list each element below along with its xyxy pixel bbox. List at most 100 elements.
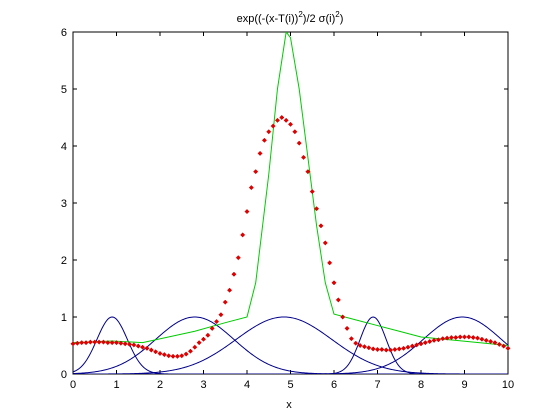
data-point	[161, 352, 167, 358]
y-tick-label: 6	[61, 27, 67, 39]
data-point	[474, 335, 481, 341]
data-point	[183, 351, 189, 357]
plot-area: 0 1 2 3 4 5 6 7 8 9 10 0 1 2 3 4 5 6	[61, 27, 514, 391]
data-point	[213, 319, 220, 325]
data-point	[192, 344, 198, 350]
data-point	[118, 340, 124, 346]
data-point	[431, 337, 437, 343]
data-point	[300, 154, 307, 160]
data-point	[96, 339, 102, 345]
data-point	[414, 342, 420, 348]
data-point	[100, 339, 107, 345]
data-point	[461, 334, 468, 340]
axes-box	[72, 31, 509, 375]
data-point	[505, 345, 511, 351]
data-point	[222, 299, 228, 305]
data-point	[470, 334, 476, 341]
data-point	[248, 185, 254, 191]
title-superscript-2: 2	[335, 10, 340, 19]
title-superscript-1: 2	[298, 10, 303, 19]
gaussian-curve-1	[73, 316, 508, 374]
y-tick-label: 1	[61, 312, 67, 324]
y-tick-label: 5	[61, 84, 67, 96]
data-point	[174, 353, 180, 359]
data-point	[166, 353, 172, 359]
data-point	[422, 340, 428, 346]
data-point	[218, 312, 224, 318]
data-point	[374, 346, 381, 353]
data-point	[279, 114, 285, 121]
data-point	[418, 341, 424, 347]
data-point	[92, 339, 98, 345]
data-point	[340, 314, 346, 320]
data-point	[322, 240, 328, 246]
x-tick-label: 10	[502, 379, 514, 391]
data-point	[144, 345, 150, 351]
x-axis-label: x	[286, 399, 292, 411]
data-point	[235, 255, 241, 261]
data-point	[344, 325, 350, 331]
x-tick-label: 3	[200, 379, 206, 391]
x-tick-label: 8	[418, 379, 424, 391]
data-point	[379, 346, 385, 353]
y-tick-label: 4	[61, 141, 67, 153]
data-point	[409, 343, 415, 349]
data-point	[488, 338, 494, 345]
data-point	[444, 335, 450, 341]
data-point	[318, 223, 324, 229]
data-point	[257, 150, 263, 156]
data-point	[314, 206, 320, 212]
data-point	[261, 137, 267, 143]
data-point	[87, 339, 93, 345]
data-point	[483, 337, 489, 343]
data-point	[283, 117, 289, 123]
data-point	[479, 336, 485, 342]
data-point	[496, 341, 502, 347]
data-point	[392, 346, 398, 353]
data-point	[270, 123, 276, 129]
data-point	[157, 350, 163, 357]
data-point	[457, 334, 463, 340]
data-point	[296, 140, 302, 146]
data-point	[348, 336, 354, 342]
data-point	[387, 347, 394, 353]
data-point	[331, 280, 337, 286]
data-point	[231, 271, 237, 277]
x-tick-label: 9	[461, 379, 467, 391]
x-tick-label: 4	[244, 379, 250, 391]
data-point	[370, 346, 376, 352]
envelope-line	[73, 32, 508, 346]
data-point	[453, 334, 459, 341]
data-point	[200, 336, 207, 342]
data-point	[448, 334, 455, 341]
data-point	[153, 349, 159, 355]
data-point	[405, 344, 411, 350]
data-point	[113, 340, 120, 346]
data-point	[122, 341, 128, 347]
data-point	[135, 343, 141, 349]
x-tick-label: 7	[374, 379, 380, 391]
x-tick-label: 1	[113, 379, 119, 391]
data-point	[209, 325, 215, 331]
data-point	[327, 260, 333, 266]
data-point	[170, 353, 176, 359]
gaussian-curve-5	[73, 316, 508, 374]
data-point	[366, 345, 372, 351]
data-point	[361, 344, 368, 350]
data-point	[79, 340, 85, 346]
data-point	[305, 169, 311, 175]
data-point	[74, 340, 80, 346]
data-point	[109, 340, 115, 346]
chart-title: exp((-(x-T(i))2)/2 σ(i)2)	[237, 10, 344, 25]
data-point	[227, 287, 233, 293]
data-point	[427, 338, 433, 345]
data-point	[501, 343, 507, 349]
data-point	[148, 347, 154, 353]
data-point	[196, 340, 202, 346]
data-point	[253, 169, 259, 175]
data-point	[357, 342, 363, 349]
data-point	[335, 297, 341, 303]
data-point	[70, 341, 76, 347]
data-point	[187, 348, 194, 354]
